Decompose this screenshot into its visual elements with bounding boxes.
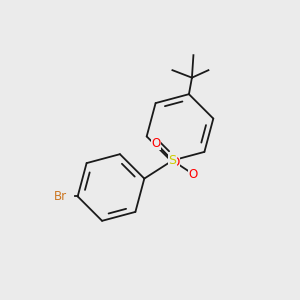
Text: O: O	[152, 136, 160, 150]
Text: S: S	[169, 154, 176, 167]
Text: O: O	[170, 156, 179, 169]
Text: O: O	[188, 167, 197, 181]
Text: Br: Br	[54, 190, 67, 203]
